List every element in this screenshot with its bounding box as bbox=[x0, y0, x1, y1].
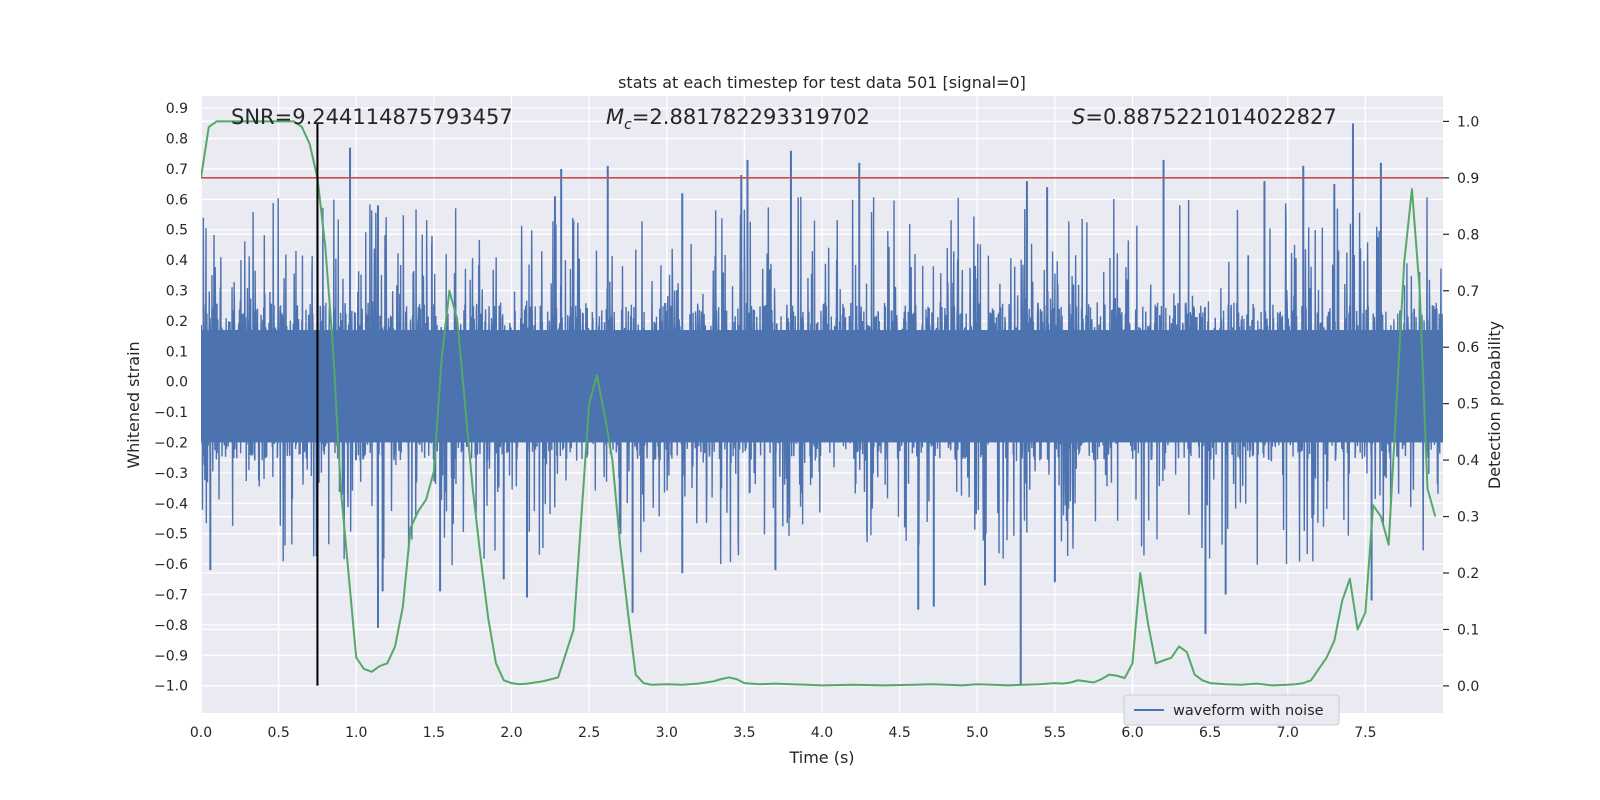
y2-tick-label: 0.5 bbox=[1457, 397, 1479, 413]
y2-tick-label: 0.8 bbox=[1457, 227, 1479, 243]
probability-series bbox=[201, 120, 1437, 687]
x-tick-label: 7.5 bbox=[1354, 725, 1376, 741]
y-tick-label: −0.8 bbox=[154, 618, 188, 634]
y2-tick-label: 0.4 bbox=[1457, 453, 1479, 469]
y-tick-label: −0.5 bbox=[154, 527, 188, 543]
x-tick-label: 3.5 bbox=[733, 725, 755, 741]
x-tick-label: 0.0 bbox=[190, 725, 212, 741]
x-axis-ticks: 0.0 0.5 1.0 1.5 2.0 2.5 3.0 3.5 4.0 4.5 5.0 5.5 6.0 6… bbox=[190, 725, 1377, 741]
x-tick-label: 7.0 bbox=[1277, 725, 1299, 741]
y2-tick-label: 0.3 bbox=[1457, 510, 1479, 526]
x-tick-label: 4.0 bbox=[811, 725, 833, 741]
y2-tick-label: 1.0 bbox=[1457, 114, 1479, 130]
y2-axis-ticks: 1.0 0.9 0.8 0.7 0.6 0.5 0.4 0.3 0.2 0.1 0.0 bbox=[1443, 114, 1479, 695]
y-tick-label: 0.9 bbox=[166, 101, 188, 117]
plot-area bbox=[201, 120, 1443, 687]
probability-line bbox=[201, 120, 1437, 687]
chart-title: stats at each timestep for test data 501… bbox=[618, 73, 1026, 92]
y-tick-label: 0.0 bbox=[166, 375, 188, 391]
snr-annotation-symbol: SNR bbox=[231, 105, 275, 129]
x-axis-label: Time (s) bbox=[788, 748, 854, 767]
y2-tick-label: 0.2 bbox=[1457, 566, 1479, 582]
x-tick-label: 3.0 bbox=[656, 725, 678, 741]
legend-box bbox=[1123, 694, 1340, 726]
y2-tick-label: 0.0 bbox=[1457, 679, 1479, 695]
chirp-mass-annotation-symbol: M bbox=[606, 105, 624, 129]
score-annotation-value: =0.8875221014022827 bbox=[1085, 105, 1336, 129]
y2-axis-label: Detection probability bbox=[1485, 321, 1504, 489]
x-tick-label: 5.5 bbox=[1044, 725, 1066, 741]
chirp-mass-annotation-value: =2.881782293319702 bbox=[632, 105, 870, 129]
y-tick-label: 0.7 bbox=[166, 162, 188, 178]
x-tick-label: 1.0 bbox=[345, 725, 367, 741]
y2-tick-label: 0.6 bbox=[1457, 340, 1479, 356]
y-axis-ticks: 0.9 0.8 0.7 0.6 0.5 0.4 0.3 0.2 0.1 0.0 −0.1 −0.2 −0… bbox=[154, 101, 188, 694]
y-tick-label: 0.8 bbox=[166, 132, 188, 148]
x-tick-label: 4.5 bbox=[888, 725, 910, 741]
chirp-mass-annotation: Mc=2.881782293319702 bbox=[606, 105, 870, 133]
y-tick-label: 0.6 bbox=[166, 192, 188, 208]
y-tick-label: 0.4 bbox=[166, 253, 188, 269]
y-tick-label: −0.3 bbox=[154, 466, 188, 482]
y-tick-label: −0.4 bbox=[154, 496, 188, 512]
x-tick-label: 6.5 bbox=[1199, 725, 1221, 741]
legend-entry-waveform: waveform with noise bbox=[1173, 703, 1324, 719]
snr-annotation-value: =9.244114875793457 bbox=[275, 105, 513, 129]
y-tick-label: −0.1 bbox=[154, 405, 188, 421]
chirp-mass-annotation-subscript: c bbox=[624, 117, 632, 133]
x-tick-label: 6.0 bbox=[1121, 725, 1143, 741]
score-annotation: S=0.8875221014022827 bbox=[1072, 105, 1337, 129]
annotations: SNR=9.244114875793457 Mc=2.88178229331970… bbox=[231, 105, 1337, 133]
y-tick-label: −1.0 bbox=[154, 679, 188, 695]
y2-tick-label: 0.7 bbox=[1457, 284, 1479, 300]
legend: waveform with noise bbox=[1123, 694, 1340, 726]
y-tick-label: −0.7 bbox=[154, 587, 188, 603]
y-tick-label: 0.3 bbox=[166, 284, 188, 300]
y-axis-label: Whitened strain bbox=[124, 341, 143, 468]
y-tick-label: −0.2 bbox=[154, 435, 188, 451]
y-tick-label: 0.2 bbox=[166, 314, 188, 330]
score-annotation-symbol: S bbox=[1072, 105, 1085, 129]
y-tick-label: 0.1 bbox=[166, 344, 188, 360]
y2-tick-label: 0.1 bbox=[1457, 622, 1479, 638]
y-tick-label: −0.6 bbox=[154, 557, 188, 573]
y2-tick-label: 0.9 bbox=[1457, 171, 1479, 187]
waveform-core-band bbox=[201, 330, 1443, 443]
y-tick-label: 0.5 bbox=[166, 223, 188, 239]
x-tick-label: 0.5 bbox=[267, 725, 289, 741]
x-tick-label: 2.5 bbox=[578, 725, 600, 741]
waveform-series bbox=[201, 123, 1443, 686]
snr-annotation: SNR=9.244114875793457 bbox=[231, 105, 513, 129]
x-tick-label: 2.0 bbox=[500, 725, 522, 741]
x-tick-label: 1.5 bbox=[423, 725, 445, 741]
x-tick-label: 5.0 bbox=[966, 725, 988, 741]
y-tick-label: −0.9 bbox=[154, 648, 188, 664]
